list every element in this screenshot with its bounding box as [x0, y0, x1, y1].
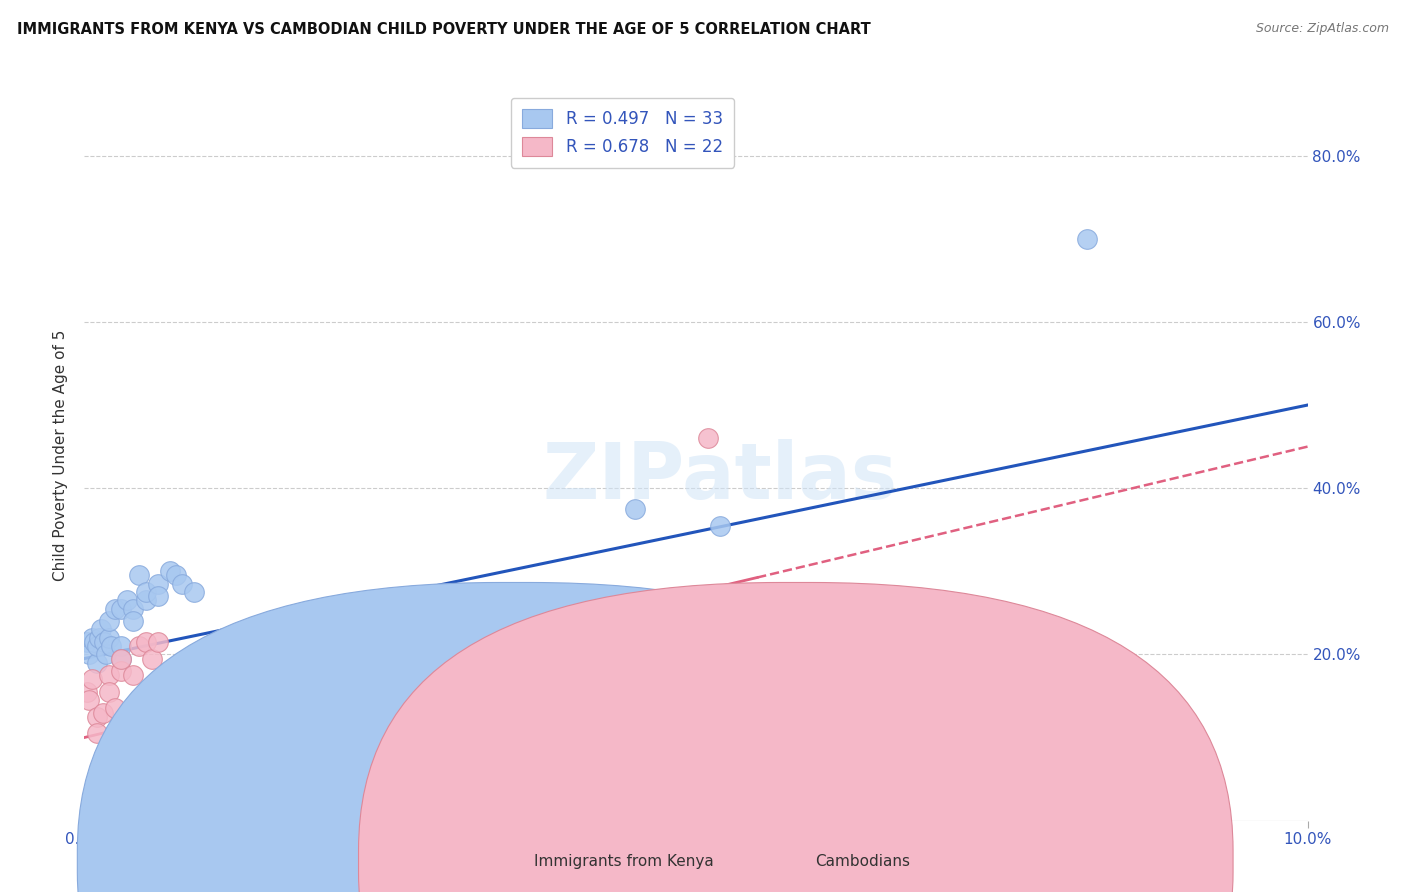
Point [783, 685, 806, 699]
Text: Cambodians: Cambodians [815, 855, 911, 869]
Point [104, 701, 127, 715]
Point [661, 643, 683, 657]
Point [87, 631, 110, 645]
Point [146, 589, 169, 603]
Point [110, 639, 132, 653]
Point [97, 631, 120, 645]
Point [135, 585, 157, 599]
Text: Source: ZipAtlas.com: Source: ZipAtlas.com [1256, 22, 1389, 36]
Point [86, 710, 108, 724]
Point [697, 431, 720, 445]
Point [709, 518, 731, 533]
Point [97, 685, 120, 699]
Point [636, 651, 658, 665]
Point [110, 651, 132, 665]
Point [91, 706, 114, 720]
Point [183, 585, 205, 599]
Point [86, 656, 108, 670]
Point [115, 593, 138, 607]
Point [146, 576, 169, 591]
Text: IMMIGRANTS FROM KENYA VS CAMBODIAN CHILD POVERTY UNDER THE AGE OF 5 CORRELATION : IMMIGRANTS FROM KENYA VS CAMBODIAN CHILD… [17, 22, 870, 37]
Y-axis label: Child Poverty Under the Age of 5: Child Poverty Under the Age of 5 [53, 329, 69, 581]
Point [76, 685, 98, 699]
Point [122, 601, 145, 615]
Point [172, 576, 194, 591]
Point [141, 651, 163, 665]
Point [97, 668, 120, 682]
Point [110, 601, 132, 615]
Point [83, 635, 105, 649]
Point [122, 614, 145, 628]
Legend: R = 0.497   N = 33, R = 0.678   N = 22: R = 0.497 N = 33, R = 0.678 N = 22 [510, 97, 734, 168]
Point [76, 635, 98, 649]
Point [86, 726, 108, 740]
Point [612, 631, 634, 645]
Point [110, 651, 132, 665]
Point [104, 601, 127, 615]
Point [165, 568, 187, 582]
Point [165, 706, 187, 720]
Point [96, 648, 118, 662]
Text: ZIPatlas: ZIPatlas [543, 439, 898, 515]
Point [80, 673, 103, 687]
Point [624, 502, 647, 516]
Point [135, 635, 157, 649]
Point [128, 639, 150, 653]
Point [93, 635, 115, 649]
Point [80, 631, 103, 645]
Point [77, 648, 100, 662]
Point [110, 664, 132, 678]
Point [86, 639, 108, 653]
Point [135, 593, 157, 607]
Point [146, 635, 169, 649]
Text: Immigrants from Kenya: Immigrants from Kenya [534, 855, 714, 869]
Point [1076, 232, 1098, 246]
Point [128, 568, 150, 582]
Point [159, 698, 181, 712]
Point [159, 564, 181, 578]
Point [97, 614, 120, 628]
Point [90, 623, 112, 637]
Point [122, 668, 145, 682]
Point [77, 693, 100, 707]
Point [100, 639, 122, 653]
